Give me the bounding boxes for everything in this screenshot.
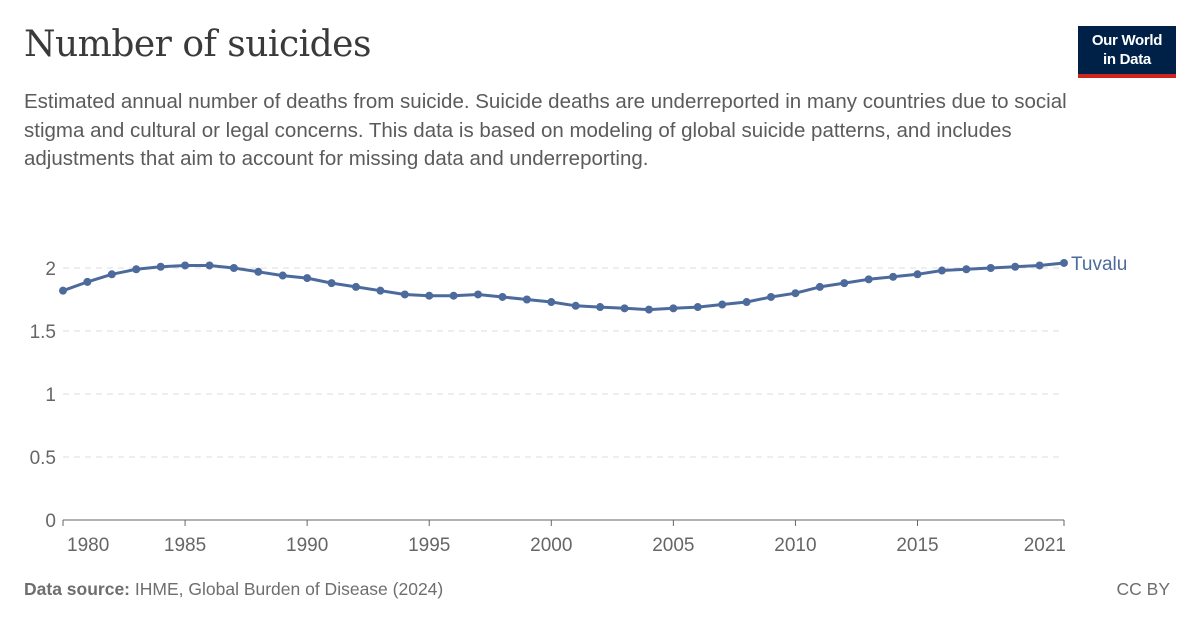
x-tick-label: 2010 bbox=[774, 535, 816, 556]
data-point[interactable] bbox=[205, 261, 214, 270]
data-point[interactable] bbox=[278, 271, 287, 280]
owid-logo[interactable]: Our World in Data bbox=[1078, 26, 1176, 78]
data-point[interactable] bbox=[1011, 262, 1020, 271]
data-point[interactable] bbox=[449, 291, 458, 300]
data-point[interactable] bbox=[327, 279, 336, 288]
y-axis-ticks: 0 0.5 1 1.5 2 bbox=[30, 259, 56, 532]
data-point[interactable] bbox=[693, 303, 702, 312]
x-axis: 1980 1985 1990 1995 2000 2005 2010 2015 2021 bbox=[62, 519, 1066, 556]
data-point[interactable] bbox=[864, 275, 873, 284]
data-point[interactable] bbox=[498, 292, 507, 301]
data-point[interactable] bbox=[718, 300, 727, 309]
data-point[interactable] bbox=[132, 265, 141, 274]
data-point[interactable] bbox=[83, 277, 92, 286]
data-point[interactable] bbox=[962, 265, 971, 274]
data-point[interactable] bbox=[474, 290, 483, 299]
data-point[interactable] bbox=[791, 289, 800, 298]
subtitle-line: stigma and cultural or legal concerns. T… bbox=[24, 118, 1012, 142]
series-layer: Tuvalu bbox=[59, 254, 1127, 314]
data-source: Data source: IHME, Global Burden of Dise… bbox=[24, 579, 443, 600]
x-tick-label: 2021 bbox=[1024, 535, 1066, 556]
data-point[interactable] bbox=[571, 301, 580, 310]
data-point[interactable] bbox=[107, 270, 116, 279]
data-point[interactable] bbox=[913, 270, 922, 279]
data-point[interactable] bbox=[1035, 261, 1044, 270]
data-point[interactable] bbox=[840, 279, 849, 288]
data-point[interactable] bbox=[937, 266, 946, 275]
data-point[interactable] bbox=[425, 291, 434, 300]
y-tick-label: 0.5 bbox=[30, 448, 56, 469]
data-point[interactable] bbox=[303, 274, 312, 283]
line-chart: 0 0.5 1 1.5 2 1980 1985 1990 1995 2000 2005 2010 20… bbox=[30, 254, 1128, 556]
subtitle-line: Estimated annual number of deaths from s… bbox=[24, 90, 1067, 113]
data-point[interactable] bbox=[59, 286, 67, 295]
x-tick-label: 1985 bbox=[164, 535, 206, 556]
subtitle-line: adjustments that aim to account for miss… bbox=[24, 147, 649, 170]
x-tick-label: 1995 bbox=[408, 535, 450, 556]
chart-subtitle: Estimated annual number of deaths from s… bbox=[24, 88, 1154, 174]
x-tick-label: 2000 bbox=[530, 535, 572, 556]
data-point[interactable] bbox=[986, 264, 995, 272]
data-point[interactable] bbox=[351, 282, 360, 291]
data-point[interactable] bbox=[815, 282, 824, 291]
data-point[interactable] bbox=[547, 298, 556, 307]
data-point[interactable] bbox=[620, 304, 629, 313]
data-point[interactable] bbox=[1060, 258, 1068, 267]
chart-title: Number of suicides bbox=[24, 24, 371, 65]
x-tick-label: 2015 bbox=[896, 535, 938, 556]
y-tick-label: 1 bbox=[45, 385, 56, 406]
data-point[interactable] bbox=[889, 272, 898, 281]
data-point[interactable] bbox=[400, 290, 409, 299]
data-point[interactable] bbox=[742, 298, 751, 307]
data-point[interactable] bbox=[644, 305, 653, 314]
data-point[interactable] bbox=[376, 286, 385, 295]
logo-line: Our World bbox=[1091, 32, 1163, 49]
logo-line: in Data bbox=[1103, 51, 1151, 68]
gridlines bbox=[63, 267, 1064, 458]
y-tick-label: 1.5 bbox=[30, 322, 56, 343]
y-tick-label: 0 bbox=[45, 511, 56, 532]
y-tick-label: 2 bbox=[45, 259, 56, 280]
data-point[interactable] bbox=[669, 304, 678, 313]
data-point[interactable] bbox=[522, 295, 531, 304]
data-source-text[interactable]: IHME, Global Burden of Disease (2024) bbox=[134, 579, 444, 599]
data-point[interactable] bbox=[767, 292, 776, 301]
x-tick-label: 1990 bbox=[286, 535, 328, 556]
data-source-label: Data source: bbox=[24, 579, 131, 599]
data-point[interactable] bbox=[596, 303, 605, 312]
data-point[interactable] bbox=[181, 261, 190, 270]
x-tick-label: 1980 bbox=[67, 535, 109, 556]
series-label[interactable]: Tuvalu bbox=[1071, 254, 1127, 275]
license-link[interactable]: CC BY bbox=[1116, 579, 1170, 599]
x-tick-label: 2005 bbox=[652, 535, 694, 556]
series-line[interactable] bbox=[61, 261, 1066, 312]
data-point[interactable] bbox=[254, 267, 263, 276]
data-point[interactable] bbox=[156, 262, 165, 271]
data-point[interactable] bbox=[229, 264, 238, 272]
